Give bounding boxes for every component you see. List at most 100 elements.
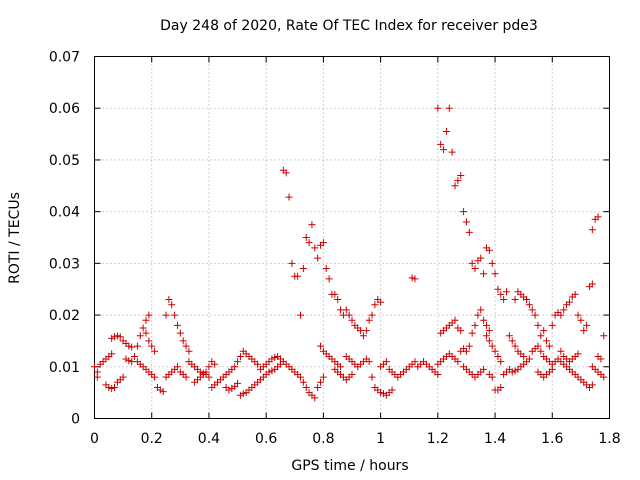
data-point xyxy=(311,244,319,252)
data-point xyxy=(411,358,419,366)
data-point xyxy=(314,383,322,391)
data-point xyxy=(382,358,390,366)
data-point xyxy=(528,306,536,314)
data-point xyxy=(445,104,453,112)
data-point xyxy=(111,383,119,391)
axis-ticks xyxy=(94,56,610,419)
data-point xyxy=(574,350,582,358)
data-point xyxy=(497,358,505,366)
data-point xyxy=(534,321,542,329)
plot-frame xyxy=(94,56,610,419)
data-point xyxy=(362,327,370,335)
data-point xyxy=(325,275,333,283)
data-point xyxy=(583,321,591,329)
x-tick-label: 0.2 xyxy=(141,431,163,447)
data-point xyxy=(334,296,342,304)
data-point xyxy=(485,327,493,335)
x-tick-label: 0.6 xyxy=(255,431,277,447)
data-point xyxy=(254,360,262,368)
data-point xyxy=(577,316,585,324)
data-point xyxy=(176,329,184,337)
data-point xyxy=(388,386,396,394)
data-point xyxy=(365,316,373,324)
data-point xyxy=(151,347,159,355)
x-tick-label: 0.8 xyxy=(312,431,334,447)
data-point xyxy=(511,342,519,350)
data-point xyxy=(156,386,164,394)
data-point xyxy=(462,218,470,226)
x-tick-label: 1.2 xyxy=(427,431,449,447)
data-point xyxy=(497,383,505,391)
data-point xyxy=(488,373,496,381)
data-point xyxy=(125,357,133,365)
data-point xyxy=(474,311,482,319)
data-point xyxy=(468,259,476,267)
data-point xyxy=(520,352,528,360)
data-point xyxy=(91,363,98,371)
y-tick-label: 0 xyxy=(71,412,80,428)
data-point xyxy=(503,288,510,296)
data-point xyxy=(574,311,582,319)
data-point xyxy=(285,193,293,201)
y-tick-label: 0.04 xyxy=(49,205,80,221)
data-point xyxy=(93,373,101,381)
data-point xyxy=(511,367,519,375)
data-point xyxy=(168,301,176,309)
data-point xyxy=(600,332,608,340)
data-point xyxy=(411,275,419,283)
data-point xyxy=(451,182,459,190)
data-point xyxy=(588,226,596,234)
y-tick-label: 0.02 xyxy=(49,308,80,324)
data-point xyxy=(148,342,156,350)
data-point xyxy=(454,177,462,185)
data-point xyxy=(234,358,242,366)
data-point xyxy=(460,208,468,216)
data-point xyxy=(545,342,553,350)
data-point xyxy=(133,342,141,350)
data-point xyxy=(511,296,519,304)
x-tick-label: 1.8 xyxy=(598,431,620,447)
y-tick-label: 0.05 xyxy=(49,153,80,169)
data-point xyxy=(531,311,539,319)
data-point xyxy=(268,367,276,375)
chart-title: Day 248 of 2020, Rate Of TEC Index for r… xyxy=(160,18,538,34)
x-axis-label: GPS time / hours xyxy=(291,458,408,474)
data-point xyxy=(571,290,579,298)
data-point xyxy=(317,378,325,386)
data-point xyxy=(494,352,502,360)
data-point xyxy=(342,306,350,314)
data-point xyxy=(523,296,531,304)
data-point xyxy=(108,334,116,342)
data-point xyxy=(142,329,150,337)
data-point xyxy=(543,337,551,345)
data-point xyxy=(557,311,565,319)
data-point xyxy=(477,306,485,314)
data-point xyxy=(182,342,190,350)
data-point xyxy=(173,321,181,329)
data-point xyxy=(442,127,450,135)
data-point xyxy=(480,365,488,373)
data-point xyxy=(162,311,170,319)
data-point xyxy=(480,270,488,278)
data-point xyxy=(173,363,181,371)
data-point xyxy=(145,311,153,319)
data-point xyxy=(234,379,242,387)
data-point xyxy=(268,355,276,363)
data-point xyxy=(205,363,213,371)
data-point xyxy=(500,296,508,304)
data-point xyxy=(122,355,130,363)
data-point xyxy=(540,327,548,335)
data-point xyxy=(379,390,387,398)
data-point xyxy=(319,239,327,247)
data-point xyxy=(377,389,385,397)
data-point xyxy=(454,358,462,366)
data-point xyxy=(508,337,516,345)
data-point xyxy=(471,265,479,273)
data-point xyxy=(331,290,339,298)
data-point xyxy=(151,373,159,381)
x-tick-labels: 0 0.2 0.4 0.6 0.8 1 1.2 1.4 1.6 1.8 xyxy=(90,431,621,447)
data-point xyxy=(302,234,310,241)
data-point xyxy=(236,391,244,399)
y-tick-label: 0.03 xyxy=(49,256,80,272)
data-point xyxy=(497,290,505,298)
